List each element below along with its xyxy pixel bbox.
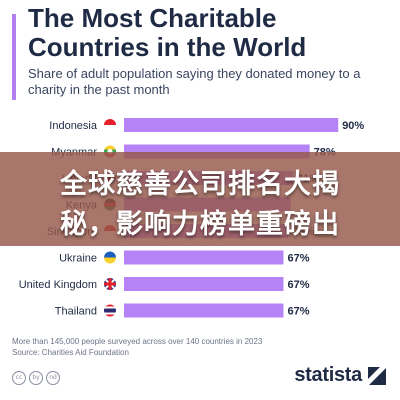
source-note: Source: Charities Aid Foundation [12, 348, 129, 357]
license-icons: cc by nd [12, 371, 60, 385]
cc-license-icon[interactable]: cc [12, 371, 26, 385]
country-label: United Kingdom [19, 279, 97, 291]
value-label: 67% [287, 279, 309, 291]
bar [124, 250, 284, 265]
bar-row: Ukraine 67% [59, 250, 310, 265]
country-label: Thailand [55, 306, 97, 318]
bar-row: United Kingdom 67% [19, 277, 310, 291]
value-label: 67% [287, 253, 309, 265]
uk-flag [104, 278, 116, 290]
bar [124, 118, 339, 132]
attribution-icon[interactable]: by [29, 371, 43, 385]
chart-title: The Most Charitable Countries in the Wor… [28, 3, 307, 62]
banner-headline-line1: 全球慈善公司排名大揭 [60, 169, 340, 200]
survey-note: More than 145,000 people surveyed across… [12, 337, 263, 346]
statista-wordmark: statista [294, 364, 362, 386]
statista-logo-icon [368, 366, 386, 385]
statista-logo[interactable]: statista [294, 364, 386, 387]
country-label: Indonesia [49, 120, 98, 132]
bar [124, 277, 284, 291]
indonesia-flag [104, 119, 116, 131]
banner-headline-line2: 秘，影响力榜单重磅出 [60, 209, 340, 240]
ukraine-flag [104, 251, 116, 264]
title-accent-bar [12, 14, 16, 100]
thailand-flag [104, 304, 116, 317]
value-label: 90% [342, 120, 364, 132]
banner-overlay [0, 152, 400, 246]
value-label: 67% [287, 306, 309, 318]
bar-row: Indonesia 90% [49, 118, 364, 132]
bar-row: Thailand 67% [55, 303, 310, 318]
country-label: Ukraine [59, 253, 97, 265]
chart-subtitle: Share of adult population saying they do… [28, 66, 361, 97]
no-derivatives-icon[interactable]: nd [46, 371, 60, 385]
bar [124, 303, 284, 318]
